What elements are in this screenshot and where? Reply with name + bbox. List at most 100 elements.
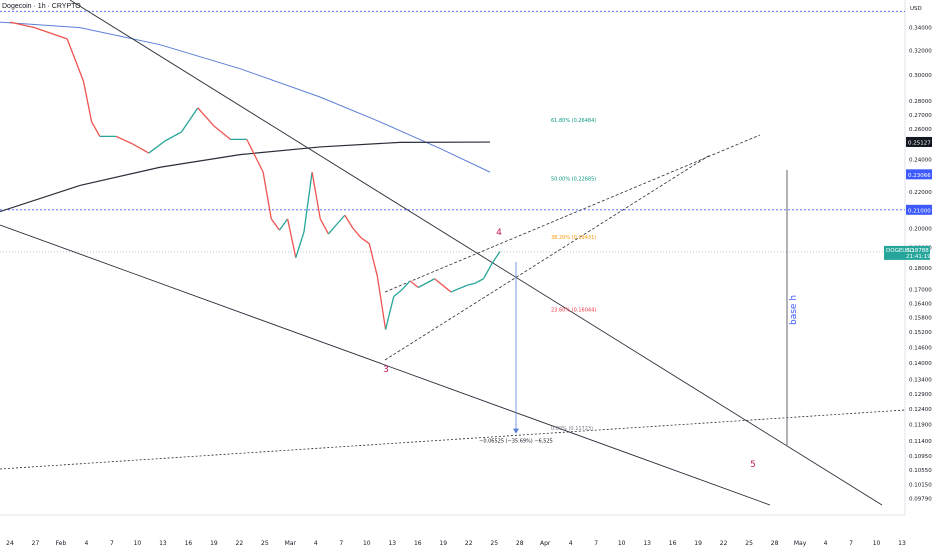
y-tick-label: 0.32000 bbox=[909, 49, 932, 55]
x-tick-label: 19 bbox=[694, 540, 702, 547]
price-segment bbox=[148, 140, 166, 154]
y-tick-label: 0.16400 bbox=[909, 301, 932, 307]
price-segment bbox=[303, 172, 313, 233]
x-tick-label: Mar bbox=[285, 540, 297, 547]
price-segment bbox=[434, 278, 452, 293]
price-segment bbox=[319, 218, 330, 235]
y-tick-label: 0.22000 bbox=[909, 190, 932, 196]
x-tick-label: 27 bbox=[32, 540, 40, 547]
x-tick-label: 13 bbox=[159, 540, 167, 547]
x-tick-label: May bbox=[794, 540, 807, 547]
price-segment bbox=[475, 278, 484, 284]
fib-level-label: 61.80% (0.26484) bbox=[551, 118, 596, 124]
downtrend-line-upper bbox=[69, 0, 883, 506]
fib-level-label: 38.20% (0.19431) bbox=[551, 235, 596, 241]
y-tick-label: 0.15800 bbox=[909, 315, 932, 321]
x-tick-label: 4 bbox=[314, 540, 318, 547]
x-tick-label: 16 bbox=[185, 540, 193, 547]
x-tick-label: 10 bbox=[873, 540, 881, 547]
y-tick-label: 0.34000 bbox=[909, 26, 932, 32]
y-tick-label: 0.10550 bbox=[909, 468, 932, 474]
fib-level-label: 23.60% (0.16044) bbox=[551, 308, 596, 314]
wave-label: 3 bbox=[383, 365, 389, 375]
price-segment bbox=[482, 263, 493, 280]
price-tag-label: 0.23066 bbox=[908, 173, 931, 179]
price-segment bbox=[384, 296, 395, 330]
price-segment bbox=[467, 282, 476, 286]
price-segment bbox=[66, 38, 85, 82]
y-tick-label: 0.27000 bbox=[909, 113, 932, 119]
price-segment bbox=[180, 107, 199, 133]
price-segment bbox=[409, 280, 419, 288]
base-height-label: base h bbox=[789, 295, 799, 325]
price-segment bbox=[311, 172, 321, 220]
price-tag bbox=[906, 136, 932, 147]
x-tick-label: 22 bbox=[236, 540, 244, 547]
price-segment bbox=[352, 227, 362, 239]
y-tick-label: 0.14000 bbox=[909, 361, 932, 367]
wave-label: 4 bbox=[496, 228, 502, 238]
price-segment bbox=[91, 121, 101, 137]
price-segment bbox=[262, 172, 272, 220]
wave-label: 5 bbox=[750, 460, 756, 470]
price-segment bbox=[295, 231, 305, 258]
price-segment bbox=[246, 139, 264, 173]
x-tick-label: 10 bbox=[618, 540, 626, 547]
symbol-title: Dogecoin · 1h · CRYPTO bbox=[2, 3, 81, 10]
price-segment bbox=[360, 237, 370, 245]
currency-label: USD bbox=[910, 6, 922, 12]
x-tick-label: 13 bbox=[898, 540, 906, 547]
price-segment bbox=[270, 218, 280, 231]
price-tag bbox=[906, 169, 932, 180]
fib-level-label: 0.00% (0.11723) bbox=[551, 426, 593, 432]
current-price-label: 0.18788 bbox=[906, 248, 929, 254]
countdown-label: 21:41:19 bbox=[906, 254, 931, 260]
x-tick-label: 25 bbox=[490, 540, 498, 547]
channel-upper-dashed bbox=[384, 134, 761, 293]
x-tick-label: 7 bbox=[849, 540, 853, 547]
y-tick-label: 0.13400 bbox=[909, 378, 932, 384]
price-tag bbox=[906, 204, 932, 215]
current-price-tag bbox=[884, 245, 930, 260]
x-tick-label: 10 bbox=[134, 540, 142, 547]
y-tick-label: 0.12900 bbox=[909, 392, 932, 398]
price-tag-label: 0.25127 bbox=[908, 140, 931, 146]
price-segment bbox=[344, 214, 354, 229]
x-tick-label: 16 bbox=[669, 540, 677, 547]
price-segment bbox=[278, 218, 289, 231]
price-segment bbox=[491, 251, 501, 265]
y-tick-label: 0.18000 bbox=[909, 266, 932, 272]
price-segment bbox=[327, 224, 338, 235]
price-segment bbox=[393, 289, 403, 297]
x-tick-label: 19 bbox=[210, 540, 218, 547]
price-segment bbox=[115, 135, 133, 145]
x-tick-label: 16 bbox=[414, 540, 422, 547]
x-tick-label: 13 bbox=[643, 540, 651, 547]
y-tick-label: 0.20000 bbox=[909, 226, 932, 232]
x-tick-label: Feb bbox=[56, 540, 67, 547]
price-segment bbox=[368, 243, 379, 277]
price-segment bbox=[417, 278, 435, 289]
price-segment bbox=[34, 26, 52, 34]
y-tick-label: 0.14600 bbox=[909, 345, 932, 351]
x-tick-label: 24 bbox=[6, 540, 14, 547]
y-tick-label: 0.24000 bbox=[909, 157, 932, 163]
x-tick-label: 22 bbox=[465, 540, 473, 547]
price-segment bbox=[336, 214, 346, 225]
y-tick-label: 0.09790 bbox=[909, 496, 932, 502]
y-tick-label: 0.26000 bbox=[909, 127, 932, 133]
y-tick-label: 0.30000 bbox=[909, 73, 932, 79]
x-tick-label: 4 bbox=[569, 540, 573, 547]
x-tick-label: 7 bbox=[110, 540, 114, 547]
y-tick-label: 0.11400 bbox=[909, 439, 932, 445]
x-tick-label: 7 bbox=[339, 540, 343, 547]
y-tick-label: 0.15200 bbox=[909, 330, 932, 336]
moving-average-dark bbox=[0, 141, 491, 213]
price-segment bbox=[164, 131, 182, 142]
price-segment bbox=[197, 107, 215, 127]
price-segment bbox=[132, 143, 150, 154]
y-tick-label: 0.28000 bbox=[909, 99, 932, 105]
channel-lower-dashed bbox=[384, 154, 711, 361]
